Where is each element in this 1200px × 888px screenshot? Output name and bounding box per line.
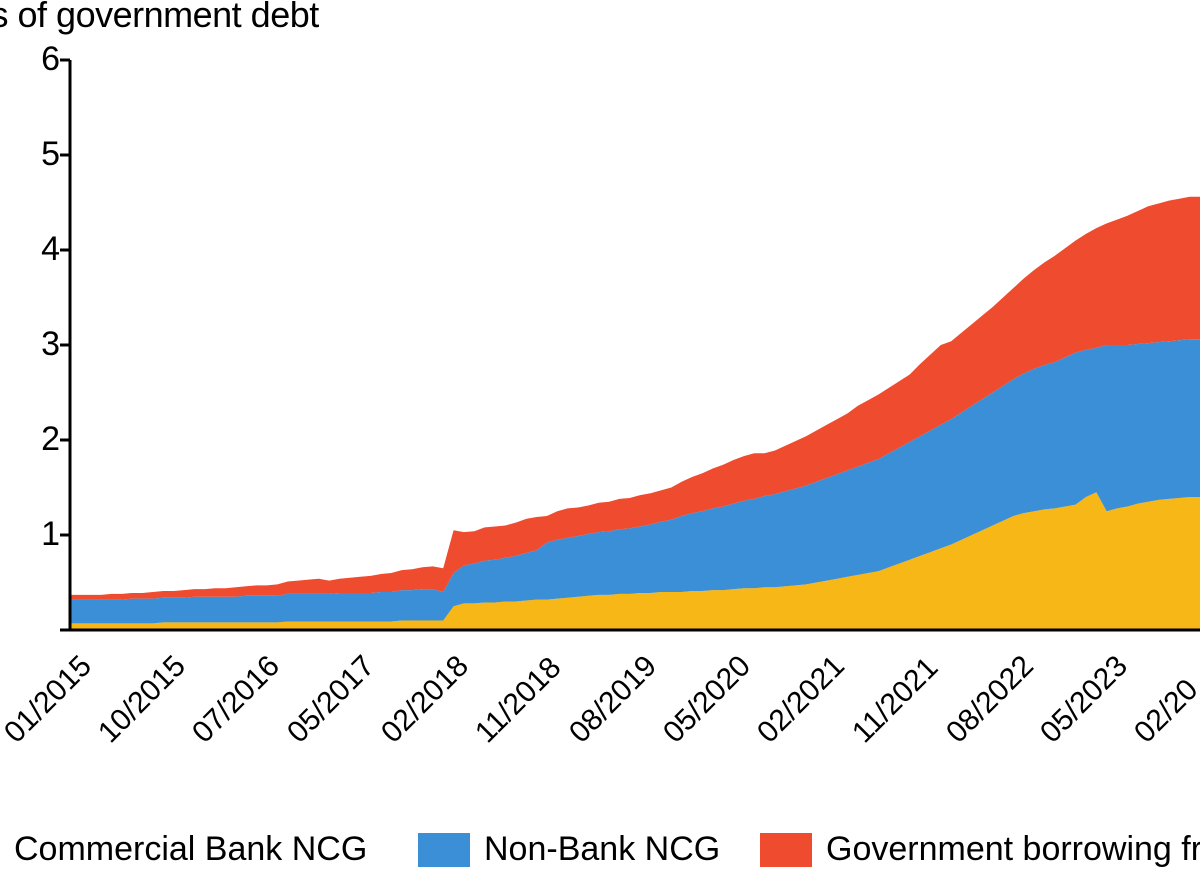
y-tick-label: 5	[20, 135, 60, 174]
legend-label: Government borrowing from I	[826, 830, 1200, 869]
legend-swatch	[760, 833, 812, 867]
legend-item: Government borrowing from I	[760, 830, 1200, 869]
legend-label: Commercial Bank NCG	[14, 830, 367, 869]
legend-label: Non-Bank NCG	[484, 830, 720, 869]
stacked-area-chart	[0, 0, 1200, 888]
y-tick-label: 1	[20, 515, 60, 554]
chart-container: ders of government debt 123456 01/201510…	[0, 0, 1200, 888]
y-tick-label: 4	[20, 230, 60, 269]
y-tick-label: 6	[20, 40, 60, 79]
y-tick-label: 3	[20, 325, 60, 364]
legend-item: Non-Bank NCG	[418, 830, 720, 869]
y-tick-label: 2	[20, 420, 60, 459]
legend-item: Commercial Bank NCG	[0, 830, 367, 869]
legend-swatch	[418, 833, 470, 867]
